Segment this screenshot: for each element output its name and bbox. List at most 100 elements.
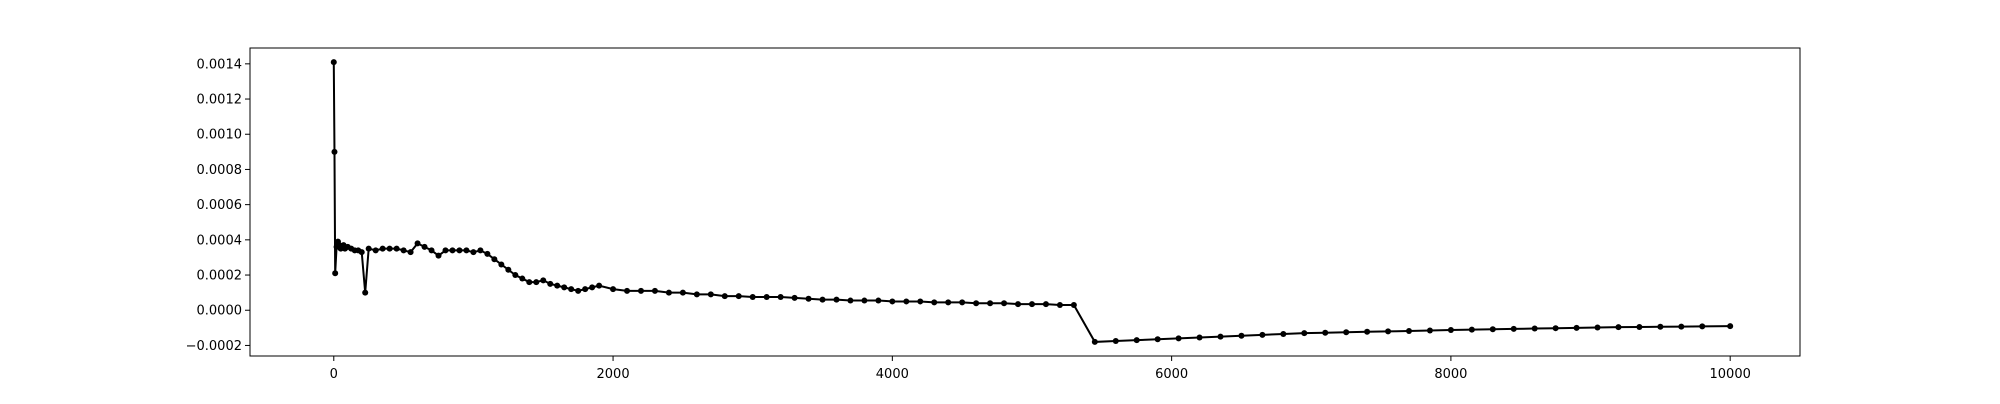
data-point (393, 245, 400, 252)
data-point (735, 293, 742, 300)
series-points (330, 59, 1734, 345)
data-point (610, 286, 617, 293)
data-point (561, 284, 568, 291)
data-point (917, 298, 924, 305)
data-point (540, 277, 547, 284)
data-point (491, 256, 498, 263)
data-point (519, 275, 526, 282)
data-point (568, 286, 575, 293)
data-point (1678, 323, 1685, 330)
y-tick-label: 0.0012 (197, 93, 243, 108)
data-point (721, 293, 728, 300)
data-point (1259, 331, 1266, 338)
data-point (331, 148, 338, 155)
data-point (749, 294, 756, 301)
data-point (1489, 326, 1496, 333)
data-point (505, 266, 512, 273)
data-point (1001, 300, 1008, 307)
data-point (1447, 326, 1454, 333)
y-tick-label: 0.0004 (197, 233, 243, 248)
data-point (582, 286, 589, 293)
y-tick-label: 0.0014 (197, 57, 243, 72)
data-point (959, 299, 966, 306)
data-point (1699, 323, 1706, 330)
plot-area (250, 48, 1800, 356)
data-point (1175, 335, 1182, 342)
x-tick-label: 8000 (1434, 367, 1467, 382)
data-point (624, 287, 631, 294)
data-point (332, 270, 339, 277)
data-point (1385, 328, 1392, 335)
data-point (1406, 328, 1413, 335)
data-point (575, 287, 582, 294)
data-point (1343, 329, 1350, 336)
data-point (1015, 301, 1022, 308)
data-point (1091, 338, 1098, 345)
data-point (407, 249, 414, 256)
data-point (1322, 329, 1329, 336)
data-point (637, 287, 644, 294)
data-point (596, 282, 603, 289)
data-point (421, 243, 428, 250)
data-point (554, 282, 561, 289)
data-point (449, 247, 456, 254)
x-axis-ticks: 0 2000 4000 6000 8000 10000 (330, 356, 1751, 382)
data-point (470, 249, 477, 256)
plot-frame (249, 47, 1801, 357)
data-point (1727, 323, 1734, 330)
data-point (777, 294, 784, 301)
data-point (847, 297, 854, 304)
data-point (1594, 324, 1601, 331)
data-point (1112, 338, 1119, 345)
data-point (903, 298, 910, 305)
data-point (805, 295, 812, 302)
data-point (1133, 337, 1140, 344)
data-point (428, 247, 435, 254)
data-point (386, 245, 393, 252)
data-point (1217, 333, 1224, 340)
y-axis-ticks: −0.0002 0.0000 0.0002 0.0004 0.0006 0.0008 0.0… (186, 57, 250, 354)
data-point (1510, 325, 1517, 332)
y-tick-label: 0.0010 (197, 128, 243, 143)
data-point (362, 289, 369, 296)
data-point (693, 291, 700, 298)
data-point (875, 297, 882, 304)
data-point (819, 296, 826, 303)
data-point (1573, 324, 1580, 331)
data-point (477, 247, 484, 254)
data-point (861, 297, 868, 304)
data-point (435, 252, 442, 259)
data-point (1426, 327, 1433, 334)
data-point (1238, 332, 1245, 339)
data-point (987, 300, 994, 307)
data-point (400, 247, 407, 254)
data-point (330, 59, 337, 66)
data-point (463, 247, 470, 254)
data-point (1531, 325, 1538, 332)
data-point (547, 280, 554, 287)
data-point (973, 300, 980, 307)
data-point (1636, 323, 1643, 330)
data-point (372, 247, 379, 254)
data-point (1615, 324, 1622, 331)
y-tick-label: 0.0008 (197, 163, 243, 178)
data-point (651, 287, 658, 294)
data-point (456, 247, 463, 254)
data-point (379, 245, 386, 252)
data-point (679, 289, 686, 296)
data-point (1468, 326, 1475, 333)
data-point (833, 296, 840, 303)
data-point (1280, 331, 1287, 337)
data-point (589, 284, 596, 291)
data-point (498, 261, 505, 268)
data-point (791, 294, 798, 301)
data-point (1028, 301, 1035, 308)
data-point (931, 299, 938, 306)
data-point (358, 249, 365, 256)
data-point (442, 247, 449, 254)
data-point (1056, 301, 1063, 308)
y-tick-label: −0.0002 (186, 339, 242, 354)
data-point (365, 245, 372, 252)
data-point (1301, 330, 1308, 337)
